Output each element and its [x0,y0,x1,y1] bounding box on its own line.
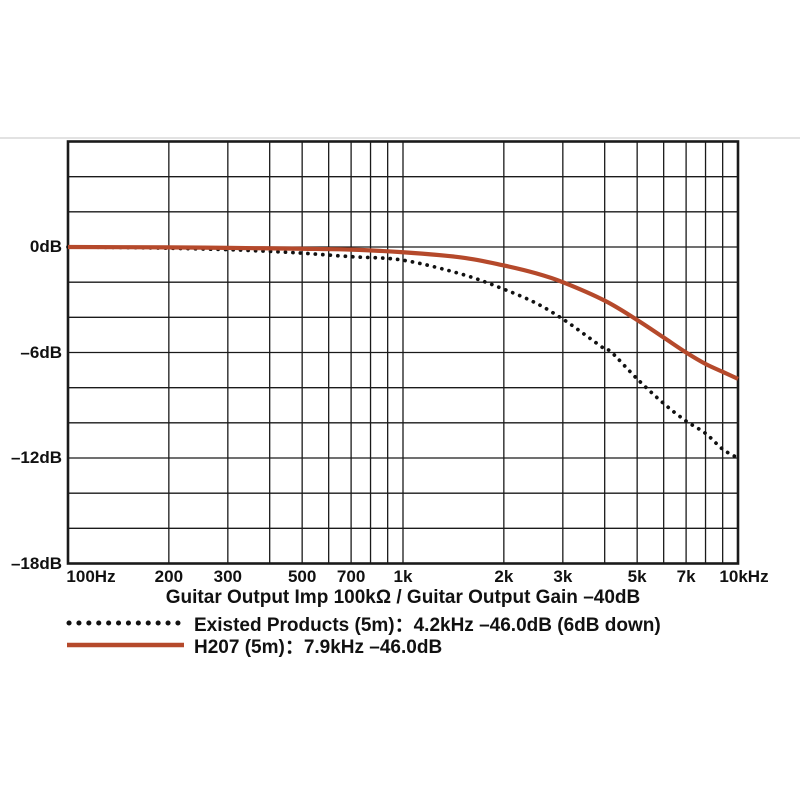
page-divider-line [0,137,800,139]
x-tick-label-7k: 7k [676,567,696,586]
y-tick-label--12dB: –12dB [10,448,62,467]
plot-grid [66,140,740,565]
legend-item-existed-products: Existed Products (5m)：4.2kHz –46.0dB (6d… [65,611,661,636]
x-tick-label-100Hz: 100Hz [66,567,116,586]
series-h207 [67,244,739,381]
legend-label-h207: H207 (5m)：7.9kHz –46.0dB [194,636,443,658]
x-tick-label-10kHz: 10kHz [719,567,769,586]
y-tick-label-0dB: 0dB [29,237,62,256]
legend-label-existed-products: Existed Products (5m)：4.2kHz –46.0dB (6d… [194,614,661,636]
x-tick-label-500: 500 [287,567,317,586]
x-tick-label-2k: 2k [494,567,514,586]
x-tick-label-5k: 5k [627,567,647,586]
x-tick-label-1k: 1k [393,567,413,586]
x-tick-label-700: 700 [336,567,366,586]
y-tick-label--6dB: –6dB [20,342,62,362]
dotted-line-swatch-icon [66,620,186,626]
legend-item-h207: H207 (5m)：7.9kHz –46.0dB [65,633,443,658]
solid-red-line-swatch-icon [67,642,184,648]
x-tick-label-300: 300 [213,567,243,586]
chart-caption: Guitar Output Imp 100kΩ / Guitar Output … [165,587,641,608]
y-tick-label--18dB: –18dB [10,553,62,573]
x-tick-label-3k: 3k [553,567,573,586]
x-tick-label-200: 200 [154,567,184,586]
